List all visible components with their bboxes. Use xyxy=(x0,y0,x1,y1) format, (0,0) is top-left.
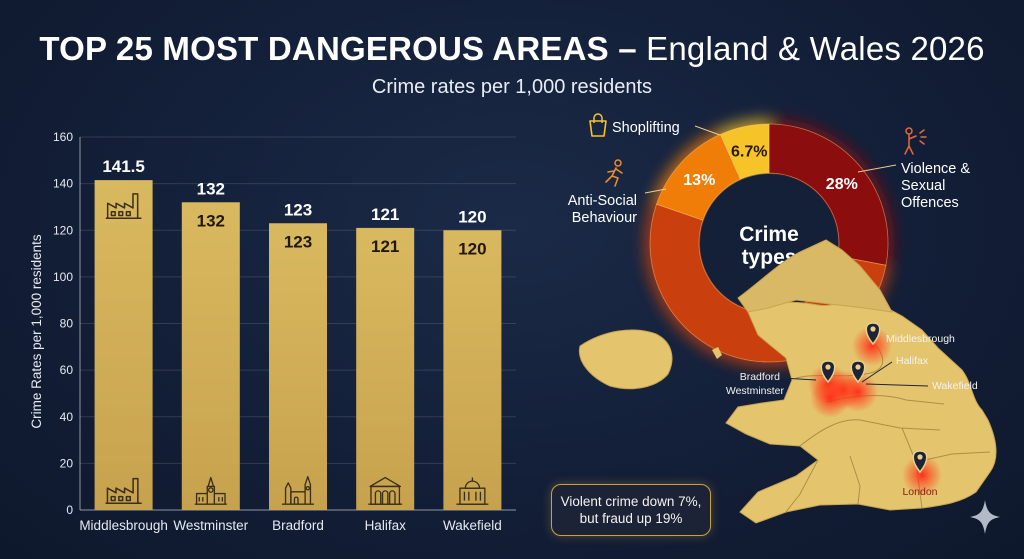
shoplifting-leader-line xyxy=(694,125,721,136)
shoplifting-slice-label: Shoplifting xyxy=(612,120,680,136)
donut-slice-3 xyxy=(719,123,770,180)
bar-value-label: 141.5 xyxy=(102,157,145,176)
scotland-landmass xyxy=(737,239,893,313)
x-tick-label: Bradford xyxy=(272,518,324,533)
donut-slice-0 xyxy=(768,123,889,266)
running-person-icon xyxy=(605,159,623,187)
map-label-westminster: Westminster xyxy=(726,385,785,397)
location-pin-icon xyxy=(850,360,866,384)
stat-callout-line2: but fraud up 19% xyxy=(579,511,683,526)
map-label-bradford: Bradford xyxy=(740,371,780,383)
bradford-leader-line xyxy=(781,377,817,381)
stat-callout-line1: Violent crime down 7%, xyxy=(560,494,702,509)
map-label-middlesbrough: Middlesbrough xyxy=(886,333,955,345)
hotspot-wakefield xyxy=(838,372,878,412)
donut-percent-label: 6.7% xyxy=(731,144,767,161)
isle-of-man-landmass xyxy=(712,347,722,359)
violence-slice-label-line: Offences xyxy=(901,195,959,211)
bar-bradford xyxy=(269,223,327,510)
bar-inner-value-label: 123 xyxy=(284,232,312,251)
violence-leader-line xyxy=(857,164,897,173)
bar-inner-value-label: 121 xyxy=(371,237,399,256)
asb-leader-line xyxy=(644,188,667,194)
location-pin-dot xyxy=(870,326,876,332)
violence-slice-label-line: Sexual xyxy=(901,178,945,194)
x-tick-label: Wakefield xyxy=(443,518,502,533)
y-tick-label: 160 xyxy=(53,130,73,144)
bar-inner-value-label: 120 xyxy=(458,239,486,258)
bar-value-label: 121 xyxy=(371,205,399,224)
x-tick-label: Middlesbrough xyxy=(79,518,168,533)
location-pin-icon xyxy=(865,322,881,346)
northern-ireland-landmass xyxy=(578,329,673,390)
x-tick-label: Westminster xyxy=(173,518,248,533)
y-tick-label: 140 xyxy=(53,177,73,191)
y-tick-label: 60 xyxy=(60,363,74,377)
title-bold: TOP 25 MOST DANGEROUS AREAS – xyxy=(39,30,637,67)
location-pin-icon xyxy=(912,450,928,474)
wakefield-leader-line xyxy=(865,383,929,387)
violence-icon xyxy=(904,127,927,155)
donut-center-label-line1: Crime xyxy=(739,223,799,246)
location-pin-icon xyxy=(820,360,836,384)
region-border-7 xyxy=(785,459,819,513)
map-label-london: London xyxy=(902,486,937,498)
bar-inner-value-label: 132 xyxy=(197,211,225,230)
map-label-halifax: Halifax xyxy=(896,355,929,367)
location-pin-dot xyxy=(825,364,831,370)
region-border-0 xyxy=(799,419,941,447)
bar-value-label: 120 xyxy=(458,207,486,226)
location-pin-dot xyxy=(917,454,923,460)
title-rest: England & Wales 2026 xyxy=(646,30,985,67)
bar-westminster xyxy=(181,202,240,510)
asb-slice-label-line2: Behaviour xyxy=(572,210,637,226)
y-tick-label: 120 xyxy=(53,223,73,237)
uk-map: Middlesbrough Halifax Bradford Westminster W… xyxy=(578,239,997,524)
violence-slice-label-line: Violence & xyxy=(901,161,970,177)
bar-value-label: 132 xyxy=(197,179,225,198)
page-title: TOP 25 MOST DANGEROUS AREAS – England & … xyxy=(0,30,1024,68)
sparkle-icon xyxy=(970,500,1000,534)
y-tick-label: 80 xyxy=(60,317,74,331)
halifax-leader-line xyxy=(861,361,893,383)
y-axis-label: Crime Rates per 1,000 residents xyxy=(29,234,44,429)
donut-percent-label: 28% xyxy=(826,176,858,193)
y-tick-label: 20 xyxy=(60,456,74,470)
bar-middlesbrough xyxy=(94,180,153,511)
y-tick-label: 40 xyxy=(60,410,74,424)
y-tick-label: 100 xyxy=(53,270,73,284)
location-pin-dot xyxy=(855,364,861,370)
bar-value-label: 123 xyxy=(284,200,312,219)
bar-chart: 0 20 40 60 80 100 120 140 160 Crime Rates per 1,0… xyxy=(29,130,516,533)
donut-percent-label: 13% xyxy=(683,172,715,189)
y-tick-label: 0 xyxy=(66,503,73,517)
bar-wakefield xyxy=(443,230,502,510)
asb-slice-label-line1: Anti-Social xyxy=(568,193,637,209)
hotspot-london xyxy=(902,455,942,495)
page-subtitle: Crime rates per 1,000 residents xyxy=(371,76,653,98)
hotspot-middlesbrough xyxy=(852,326,892,366)
x-tick-label: Halifax xyxy=(365,518,407,533)
shopping-bag-icon xyxy=(589,113,607,137)
map-label-wakefield: Wakefield xyxy=(932,380,978,392)
region-border-3 xyxy=(849,455,861,505)
bar-halifax xyxy=(356,227,415,510)
stat-callout: Violent crime down 7%, but fraud up 19% xyxy=(551,484,711,536)
